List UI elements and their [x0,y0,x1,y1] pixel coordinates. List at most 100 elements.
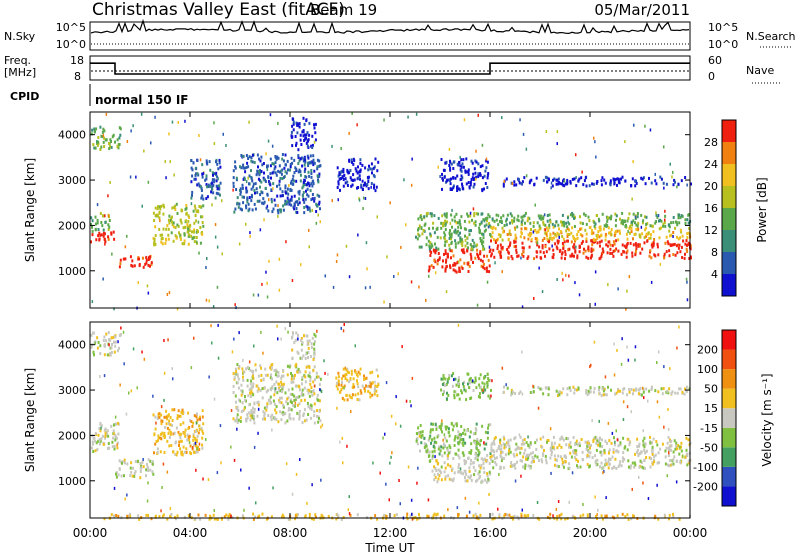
power-cell-6 [292,174,295,178]
velocity-cell-8 [443,444,446,448]
velocity-cell-8 [444,436,447,440]
power-cell-1 [90,216,93,220]
power-cell-11 [478,173,481,177]
velocity-cell-4 [313,365,316,369]
velocity-cell-11 [566,387,569,391]
velocity-cell-4 [282,374,285,378]
velocity-cell-4 [273,402,276,406]
power-cell-6 [297,155,300,159]
velocity-cell-10 [560,435,563,439]
power-cell-4 [167,237,170,241]
velocity-cell-6 [369,391,372,395]
power-cell-12 [584,249,587,253]
power-scatter-point [277,204,279,208]
power-cell-13 [557,233,560,237]
velocity-cell-3 [183,450,186,454]
power-scatter-point [567,220,569,224]
velocity-cell-8 [487,423,490,427]
power-cell-8 [352,162,355,166]
power-scatter-point [176,307,179,311]
velocity-cell-1 [108,338,111,342]
power-cell-10 [450,232,453,236]
power-cell-12 [587,247,590,251]
velocity-cell-3 [181,408,184,412]
velocity-scatter-point [678,325,680,329]
velocity-cell-12 [311,517,313,521]
power-cell-4 [162,227,165,231]
power-cell-6 [250,169,252,173]
power-cell-6 [278,179,281,183]
power-cell-12 [687,241,690,245]
power-scatter-point [245,180,248,184]
velocity-scatter-point [243,407,246,411]
velocity-cell-6 [350,372,353,376]
power-cell-8 [346,184,349,187]
velocity-cell-11 [676,391,679,395]
power-cell-8 [362,188,364,191]
velocity-cell-12 [337,514,340,518]
velocity-cell-10 [498,444,500,448]
velocity-cell-10 [553,463,556,467]
velocity-cell-10 [527,444,530,448]
power-cell-13 [625,232,628,236]
power-cell-11 [471,161,474,165]
velocity-cell-10 [614,457,617,461]
power-cell-4 [172,225,175,229]
velocity-cell-10 [576,443,579,447]
velocity-cell-6 [361,384,364,388]
velocity-cell-6 [340,388,343,392]
power-scatter-point [126,140,129,143]
power-cell-6 [317,178,319,182]
velocity-cell-8 [439,426,442,429]
velocity-cell-12 [436,512,439,516]
velocity-cell-10 [593,436,596,440]
velocity-cell-4 [250,389,253,393]
power-cell-7 [305,118,308,122]
power-cell-11 [461,176,464,180]
velocity-cell-3 [164,426,167,429]
velocity-cell-10 [506,441,508,445]
power-cell-12 [562,247,565,251]
velocity-cell-3 [200,427,203,430]
power-cell-6 [242,163,245,167]
power-cell-13 [548,226,551,230]
power-cell-14 [538,224,541,228]
power-cell-11 [461,184,464,188]
velocity-scatter-point [390,414,393,418]
power-cell-12 [499,253,502,257]
velocity-cell-2 [141,460,144,464]
velocity-scatter-point [169,507,172,511]
velocity-scatter-point [416,481,418,485]
velocity-cell-10 [495,449,498,453]
velocity-scatter-point [656,361,658,364]
power-cell-12 [677,246,680,250]
velocity-cell-10 [666,463,669,467]
velocity-scatter-point [638,475,640,479]
power-scatter-point [551,244,553,248]
power-cell-12 [490,239,492,243]
power-cell-5 [201,172,204,176]
power-cell-14 [544,223,547,227]
velocity-cell-9 [488,378,491,382]
power-scatter-point [266,168,269,172]
velocity-cell-10 [572,436,575,440]
power-cell-12 [623,244,626,248]
power-cell-4 [186,223,189,227]
velocity-cell-8 [479,443,481,447]
velocity-cell-2 [137,459,139,463]
power-cell-2 [110,145,113,149]
power-cell-6 [245,186,248,190]
velocity-cell-4 [249,382,252,386]
beam-label: Beam 19 [310,1,377,19]
velocity-cell-10 [643,458,646,462]
power-cell-4 [175,202,178,206]
velocity-cell-0 [113,432,116,436]
velocity-cell-12 [194,517,197,521]
x-tick-label-2: 08:00 [273,526,308,540]
power-cell-7 [307,138,310,142]
power-cell-6 [302,180,305,184]
velocity-cell-3 [173,431,176,435]
velocity-cell-7 [468,469,471,473]
velocity-cell-5 [306,339,309,343]
velocity-cell-12 [604,514,607,518]
